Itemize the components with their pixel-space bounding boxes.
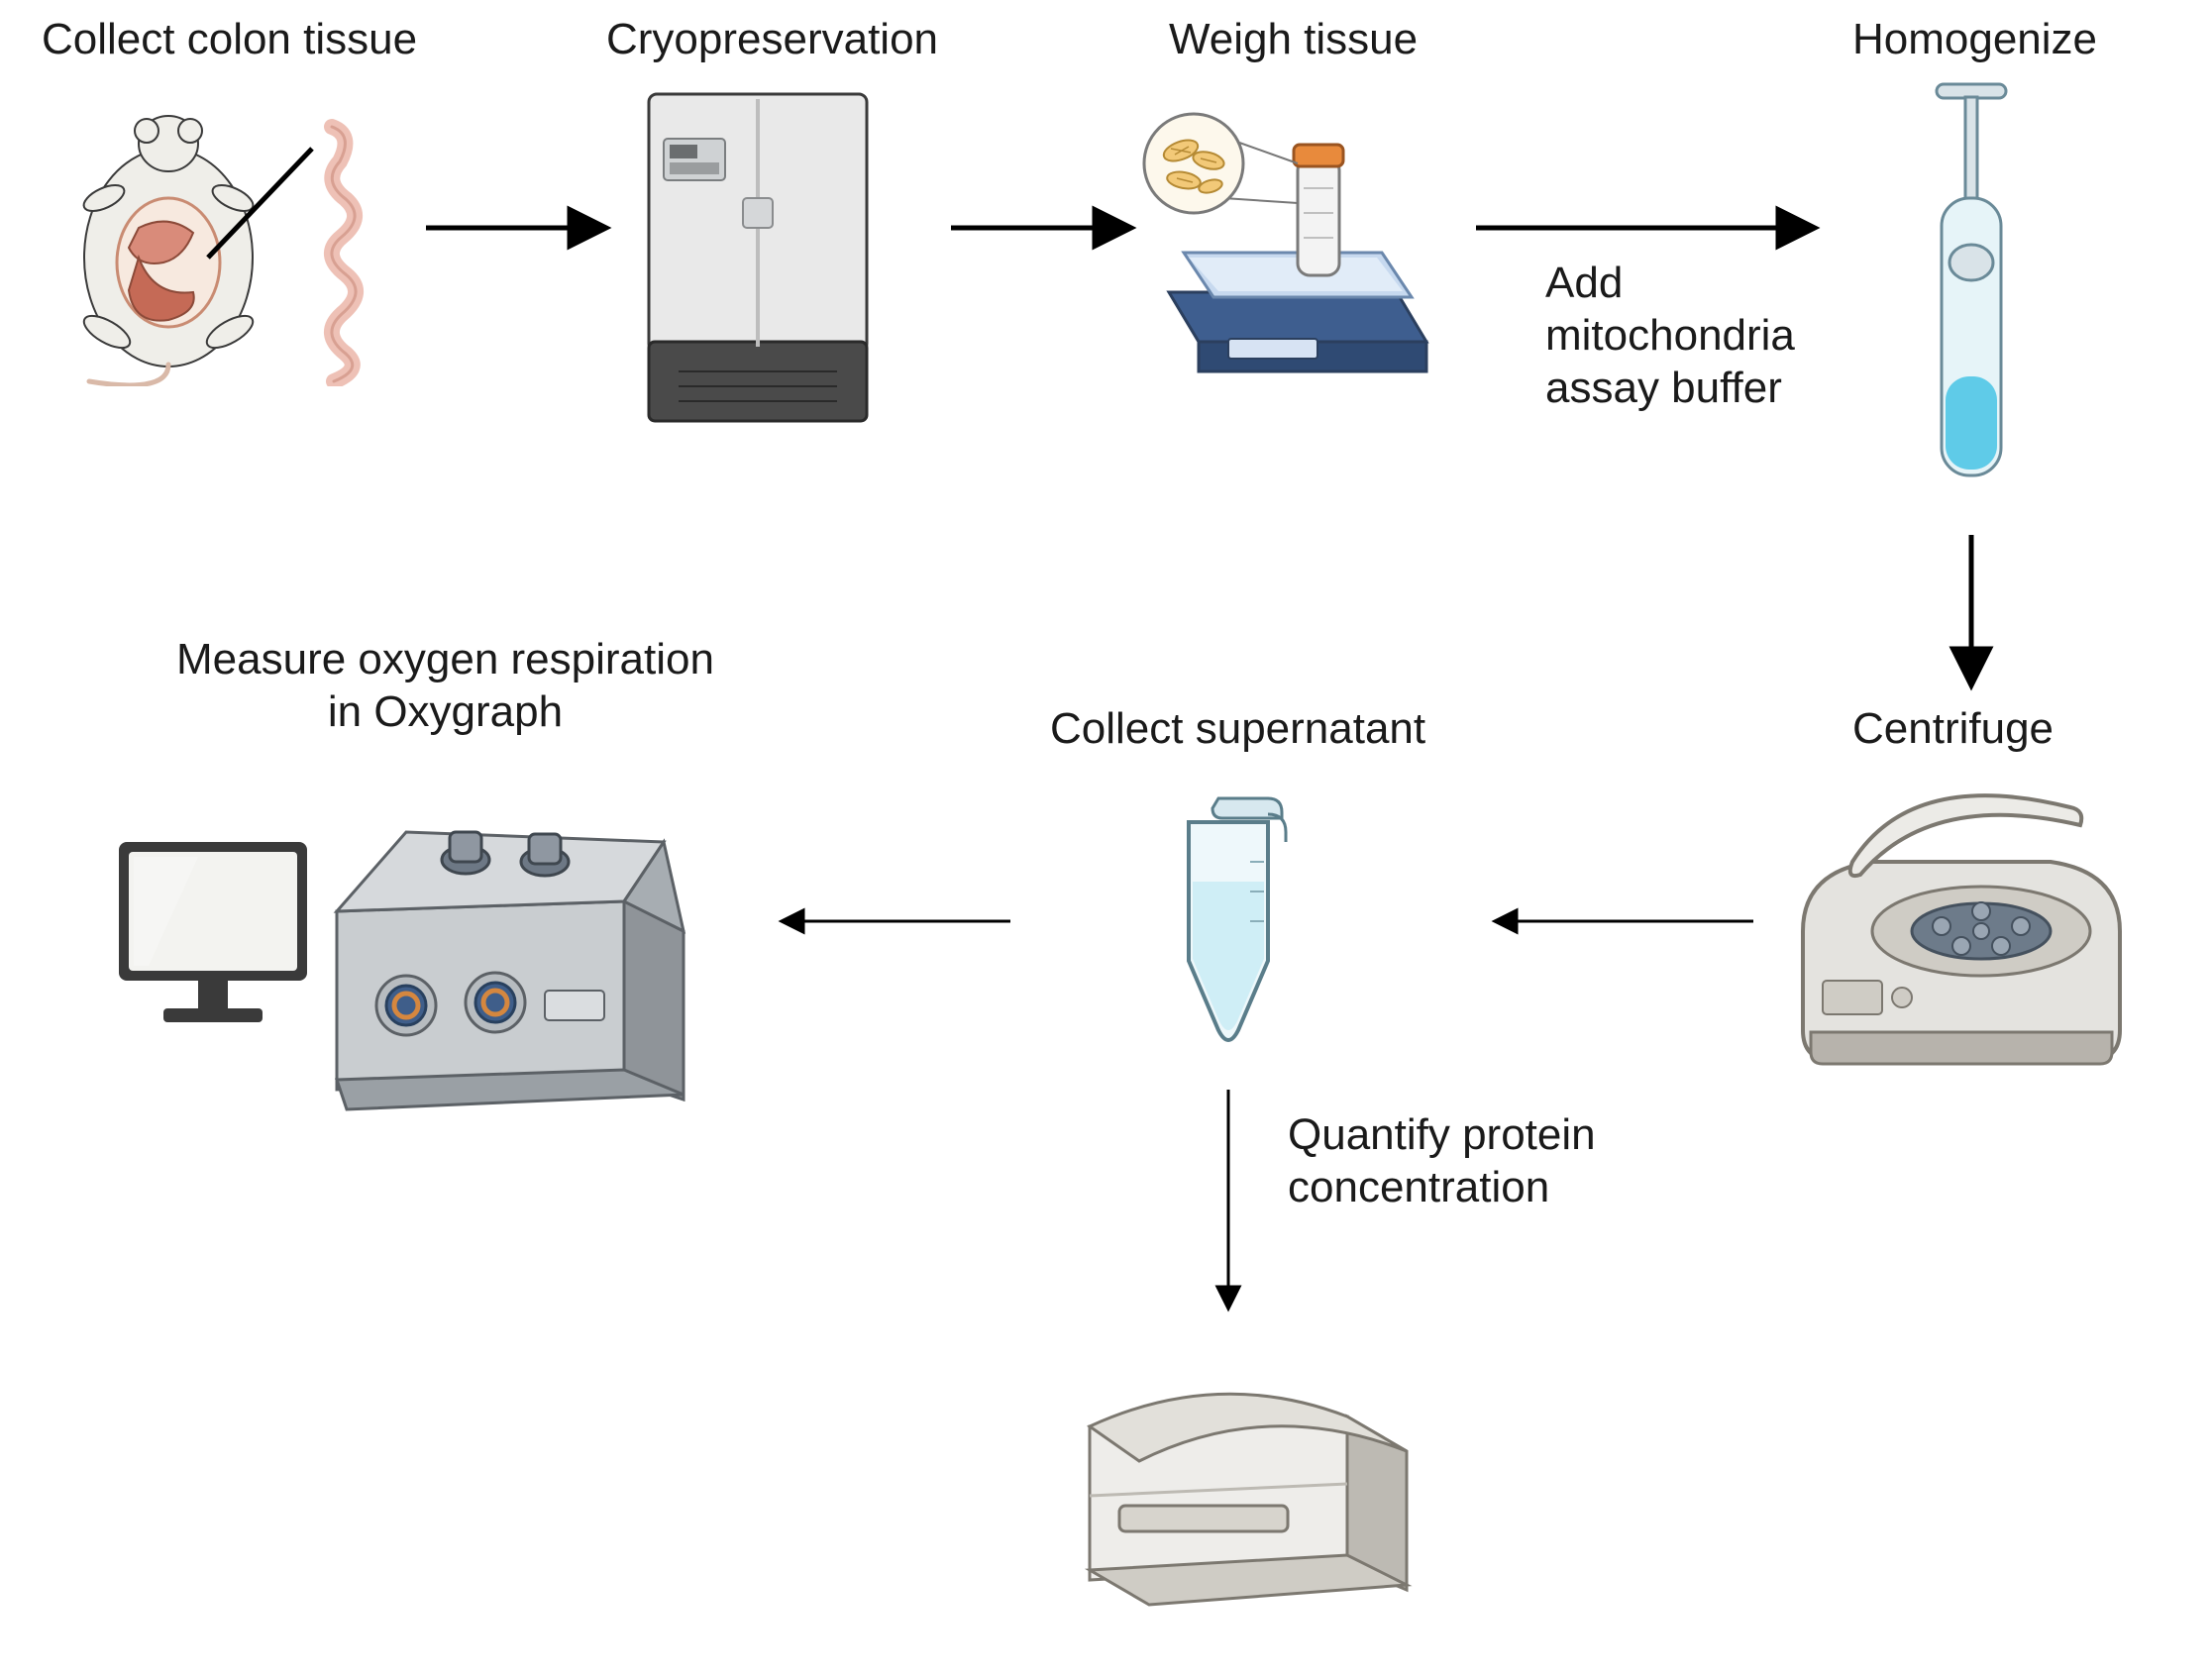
oxygraph-icon [109, 783, 703, 1139]
label-buffer: Add mitochondria assay buffer [1545, 258, 1795, 414]
label-quantify: Quantify protein concentration [1288, 1109, 1596, 1214]
label-cryo: Cryopreservation [606, 14, 938, 66]
eppendorf-tube-icon [1159, 792, 1298, 1050]
label-centrifuge: Centrifuge [1852, 703, 2054, 756]
homogenizer-icon [1912, 79, 2031, 495]
label-weigh: Weigh tissue [1169, 14, 1418, 66]
label-oxygraph: Measure oxygen respiration in Oxygraph [176, 634, 714, 739]
label-homogenize: Homogenize [1852, 14, 2097, 66]
spectrophotometer-icon [1060, 1357, 1426, 1625]
label-supernatant: Collect supernatant [1050, 703, 1425, 756]
scale-tube-icon [1129, 109, 1456, 386]
mouse-colon-icon [59, 109, 386, 386]
label-collect: Collect colon tissue [42, 14, 417, 66]
freezer-icon [644, 89, 872, 426]
centrifuge-icon [1783, 783, 2140, 1080]
